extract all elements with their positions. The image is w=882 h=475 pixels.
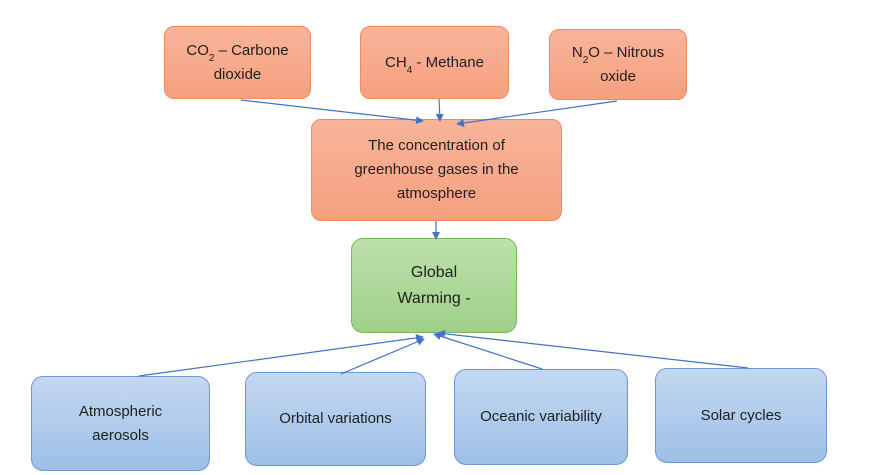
node-n2o: N2O – Nitrous oxide [549, 29, 687, 100]
node-ch4-label: CH4 - Methane [385, 53, 484, 76]
node-oceanic: Oceanic variability [454, 369, 628, 465]
arrow-orbital-to-global-warming [340, 338, 425, 375]
node-global-warming-label: Global Warming - [397, 263, 471, 307]
node-co2: CO2 – Carbone dioxide [164, 26, 311, 99]
node-oceanic-label: Oceanic variability [480, 408, 602, 425]
node-concentration: The concentration of greenhouse gases in… [311, 119, 562, 221]
node-aerosols: Atmospheric aerosols [31, 376, 210, 471]
node-solar-label: Solar cycles [700, 406, 782, 424]
node-co2-label: CO2 – Carbone dioxide [186, 41, 289, 83]
node-n2o-label: N2O – Nitrous oxide [571, 43, 665, 85]
node-concentration-label: The concentration of greenhouse gases in… [354, 137, 519, 202]
node-orbital-label: Orbital variations [279, 410, 392, 427]
node-orbital: Orbital variations [245, 372, 426, 466]
arrow-co2-to-concentration [240, 99, 424, 125]
node-ch4: CH4 - Methane [360, 26, 509, 99]
node-global-warming: Global Warming - [351, 238, 517, 333]
node-aerosols-label: Atmospheric aerosols [78, 402, 163, 444]
arrow-ch4-to-concentration [435, 98, 444, 122]
arrow-solar-to-global-warming [437, 329, 749, 369]
node-solar: Solar cycles [655, 368, 827, 463]
arrow-oceanic-to-global-warming [433, 332, 543, 370]
arrow-aerosols-to-global-warming [138, 333, 424, 377]
